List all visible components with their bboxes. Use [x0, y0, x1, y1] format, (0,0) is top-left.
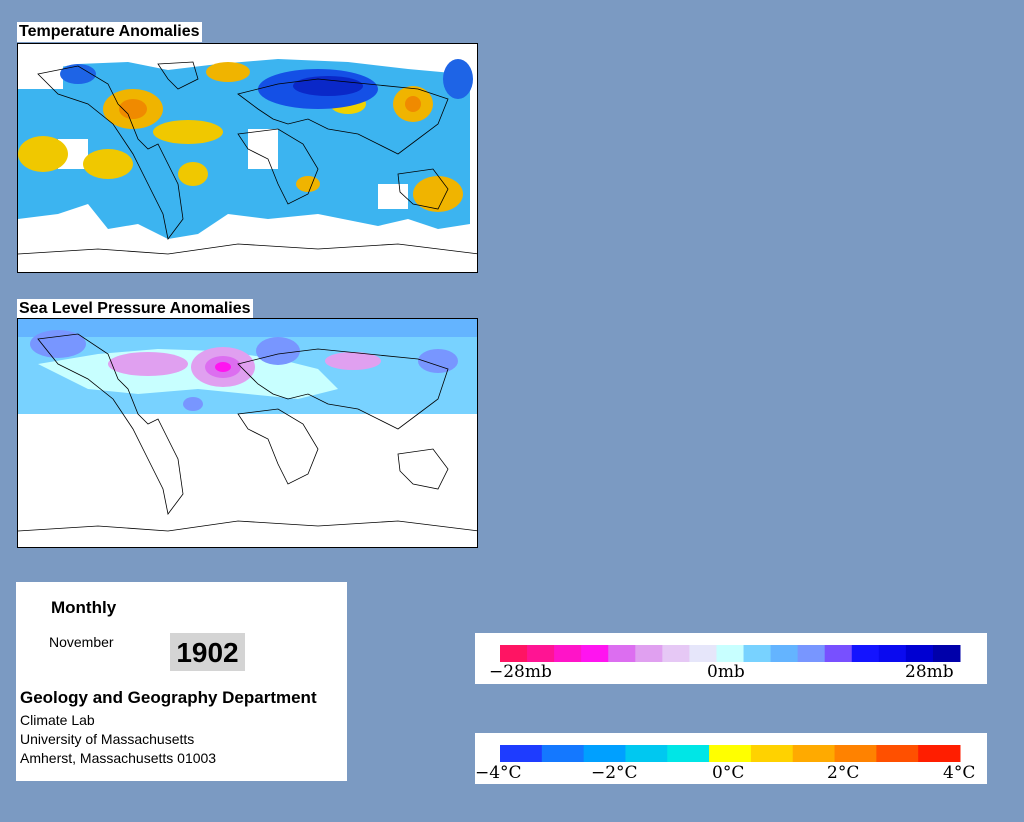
pressure-swatch-4	[608, 645, 636, 662]
temperature-swatch-1	[541, 745, 585, 762]
pressure-legend: −28mb 0mb 28mb	[475, 633, 987, 684]
pressure-swatch-2	[554, 645, 582, 662]
info-box: Monthly November 1902 Geology and Geogra…	[16, 582, 347, 781]
temperature-map	[17, 43, 478, 273]
temperature-title: Temperature Anomalies	[17, 22, 202, 42]
pressure-swatch-8	[716, 645, 745, 662]
temperature-swatch-5	[709, 745, 752, 762]
period-label: Monthly	[51, 598, 117, 617]
pressure-tick-zero: 0mb	[707, 662, 745, 682]
pressure-swatch-3	[581, 645, 609, 662]
temperature-swatch-4	[667, 745, 710, 762]
pressure-map	[17, 318, 478, 548]
pressure-swatch-9	[743, 645, 772, 662]
pressure-swatch-11	[797, 645, 826, 662]
pressure-swatch-13	[851, 645, 880, 662]
pressure-swatch-7	[689, 645, 717, 662]
temperature-tick-minus4: −4°C	[475, 763, 522, 783]
month-label: November	[49, 634, 114, 650]
pressure-swatch-12	[824, 645, 853, 662]
pressure-swatch-1	[527, 645, 555, 662]
department-label: Geology and Geography Department	[20, 688, 317, 707]
temperature-tick-plus2: 2°C	[827, 763, 859, 783]
temperature-tick-minus2: −2°C	[591, 763, 638, 783]
address-label: Amherst, Massachusetts 01003	[20, 750, 217, 766]
temperature-swatch-0	[500, 745, 543, 762]
temperature-swatch-2	[583, 745, 626, 762]
temperature-color-bar	[500, 745, 961, 762]
temperature-swatch-6	[750, 745, 794, 762]
pressure-tick-min: −28mb	[489, 662, 552, 682]
pressure-swatch-5	[635, 645, 663, 662]
pressure-swatch-14	[878, 645, 907, 662]
pressure-swatch-10	[770, 645, 799, 662]
pressure-swatch-6	[662, 645, 690, 662]
pressure-color-bar	[500, 645, 961, 662]
university-label: University of Massachusetts	[20, 731, 195, 747]
temperature-swatch-10	[918, 745, 961, 762]
pressure-tick-max: 28mb	[905, 662, 954, 682]
temperature-swatch-8	[834, 745, 877, 762]
pressure-title: Sea Level Pressure Anomalies	[17, 299, 253, 319]
temperature-tick-plus4: 4°C	[943, 763, 975, 783]
temperature-tick-zero: 0°C	[712, 763, 744, 783]
temperature-swatch-3	[625, 745, 668, 762]
year-label: 1902	[170, 633, 245, 671]
temperature-swatch-9	[876, 745, 919, 762]
temperature-legend: −4°C −2°C 0°C 2°C 4°C	[475, 733, 987, 784]
lab-label: Climate Lab	[20, 712, 95, 728]
temperature-swatch-7	[792, 745, 836, 762]
pressure-swatch-15	[905, 645, 934, 662]
pressure-swatch-16	[932, 645, 961, 662]
pressure-swatch-0	[500, 645, 528, 662]
